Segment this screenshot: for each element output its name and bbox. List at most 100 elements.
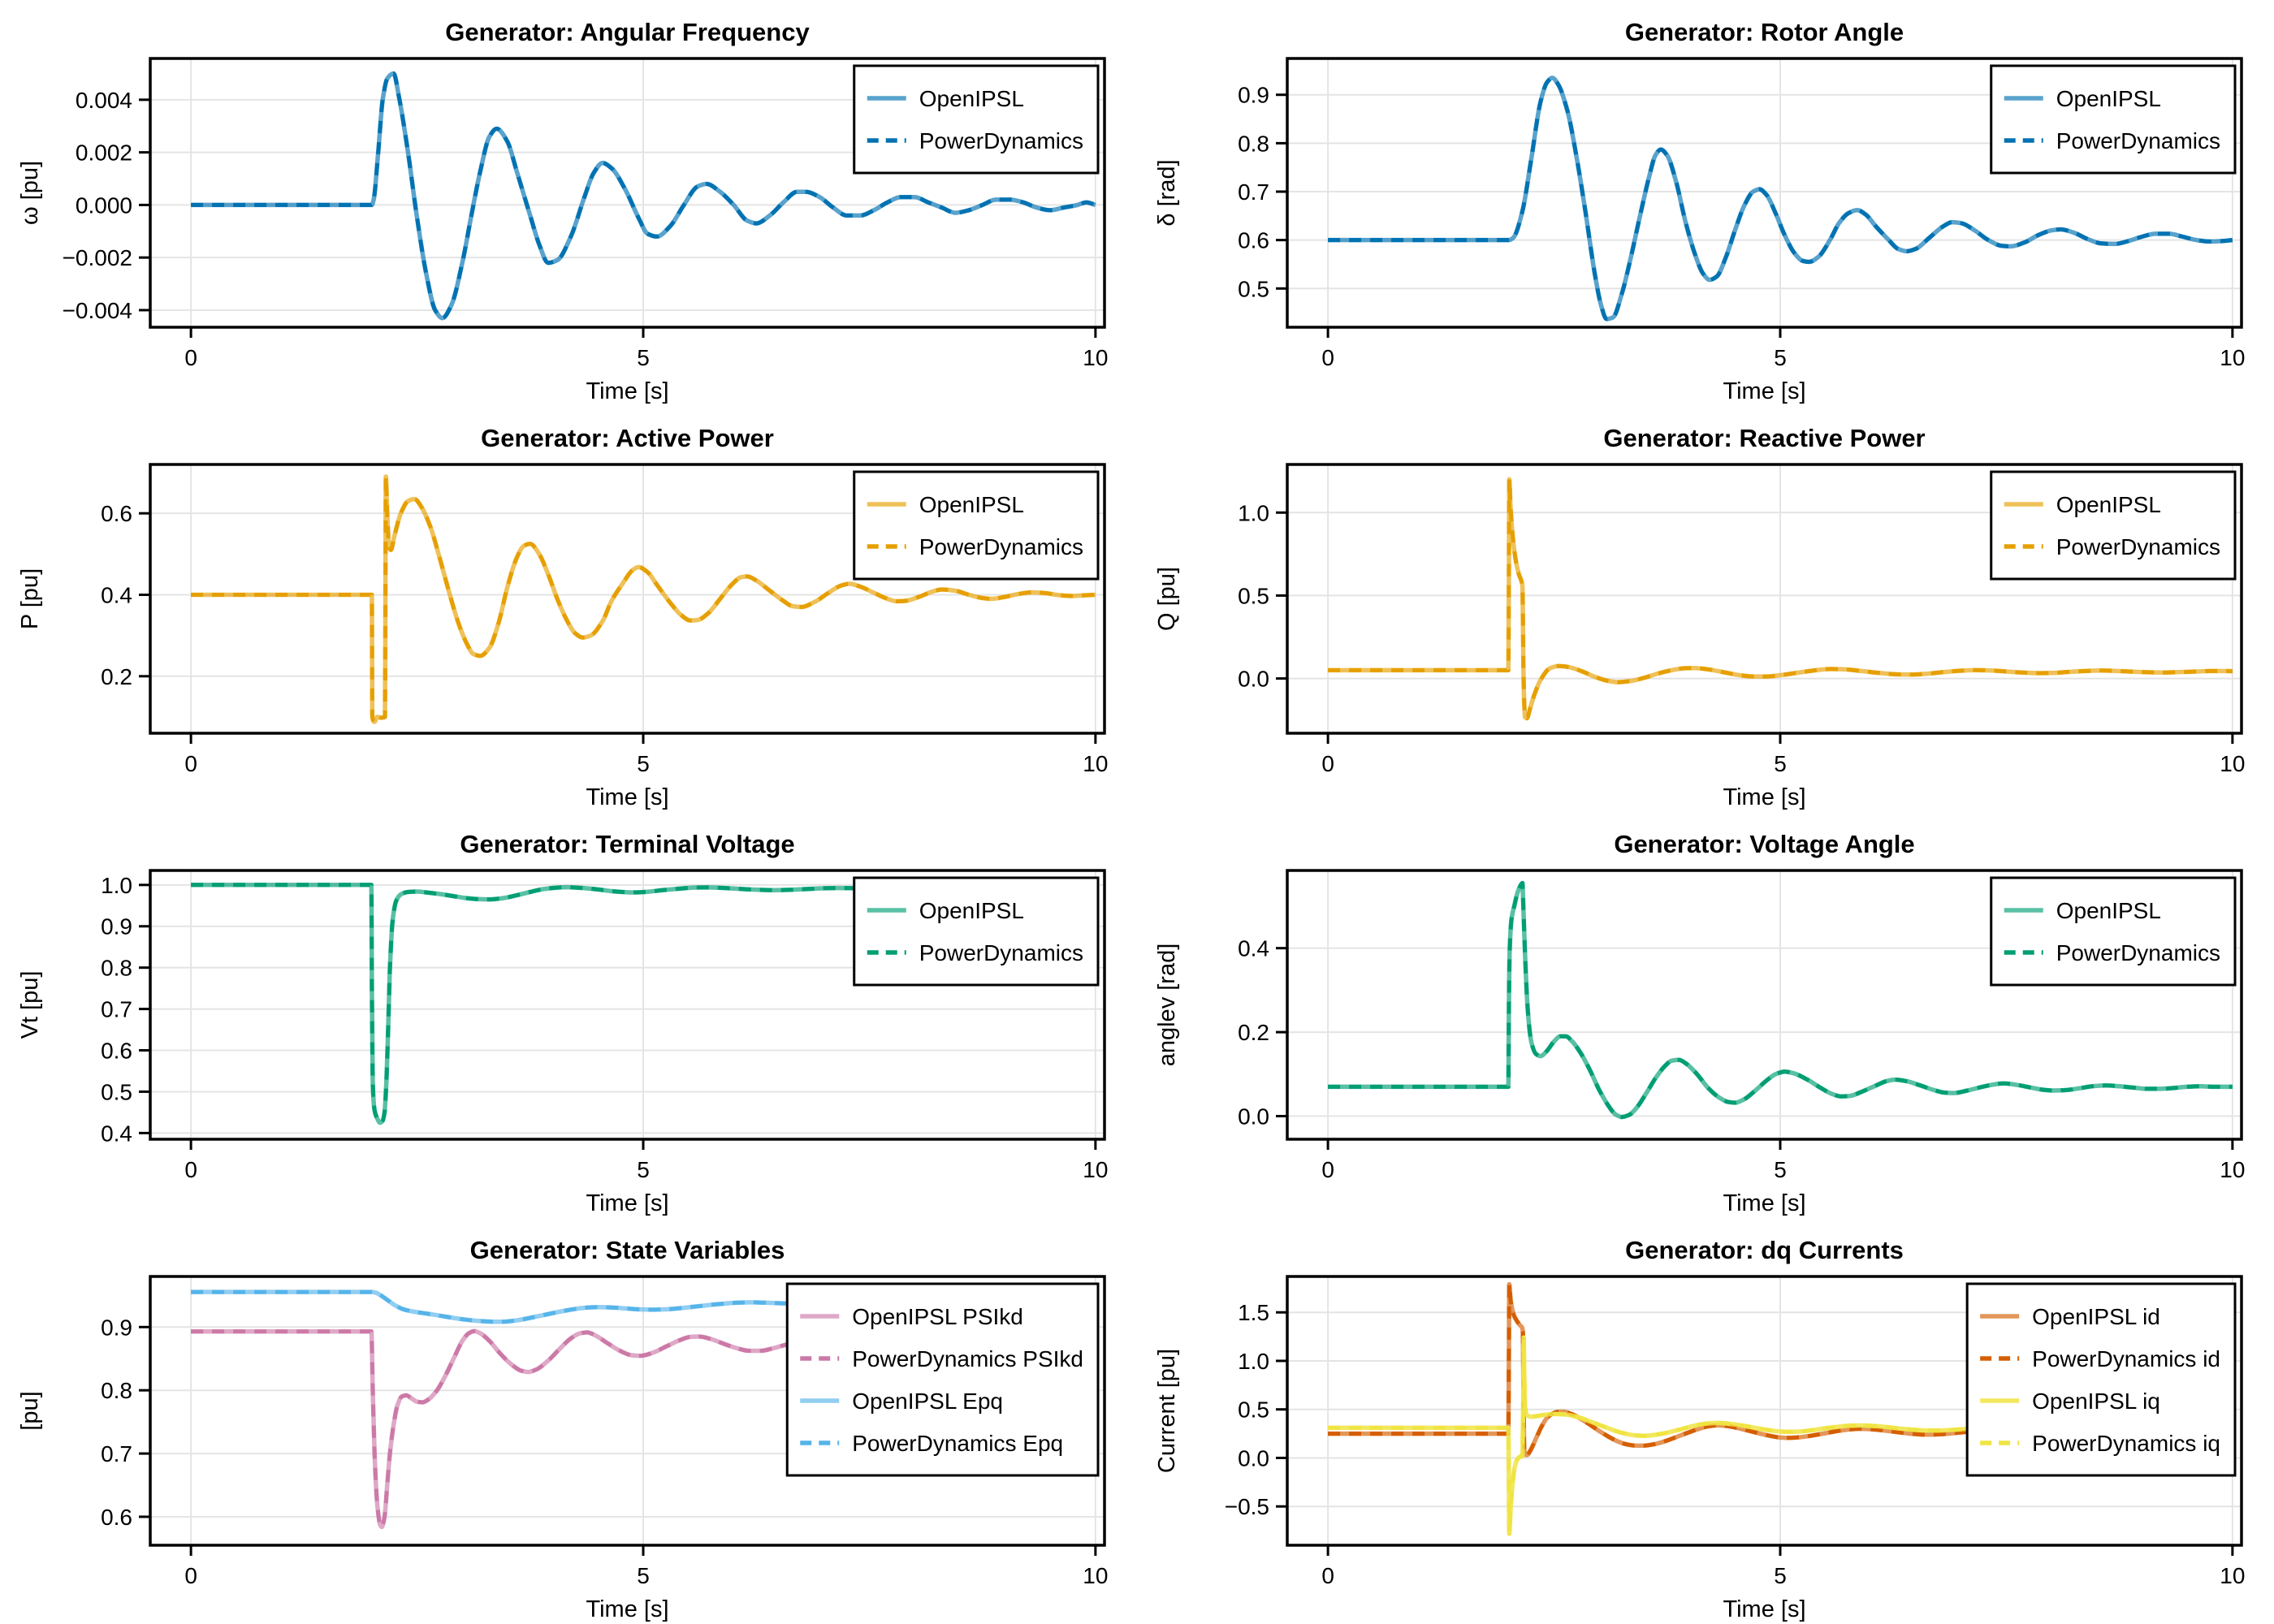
chart-cell-7: 0 5 10 1.5 1.0 0.5 0.0 −0.5 Generator: dq Curren… [1137,1218,2274,1624]
y-tick-label: −0.5 [1225,1494,1269,1519]
x-tick-label: 0 [184,1563,197,1588]
y-tick-label: −0.002 [63,245,132,270]
y-tick-label: 0.5 [1238,276,1269,301]
legend-entry-label: PowerDynamics PSIkd [852,1346,1083,1371]
y-tick-label: −0.004 [63,298,132,323]
y-tick-label: 0.7 [101,1441,132,1466]
y-tick-label: 1.0 [101,873,132,898]
y-tick-label: 0.7 [101,997,132,1022]
chart-title: Generator: Voltage Angle [1614,830,1914,858]
y-tick-label: 0.6 [101,1505,132,1530]
x-tick-label: 0 [184,751,197,776]
chart-title: Generator: Terminal Voltage [460,830,794,858]
series-line-dashed-1 [191,71,1096,321]
legend: OpenIPSL PowerDynamics [853,64,1100,175]
series-line-dashed-1 [1328,881,2233,1120]
legend-entry-label: OpenIPSL [919,492,1024,517]
y-axis-label: anglev [rad] [1154,944,1180,1067]
chart-cell-1: 0 5 10 0.9 0.8 0.7 0.6 0.5 Generator: Rotor Angl… [1137,0,2274,406]
x-tick-label: 0 [184,345,197,370]
legend-entry-label: OpenIPSL [2056,86,2161,111]
y-tick-label: 0.0 [1238,667,1269,692]
chart-cell-3: 0 5 10 1.0 0.5 0.0 Generator: Reactive Power Ti… [1137,406,2274,812]
legend-entry-label: PowerDynamics [919,940,1083,965]
legend-entry-label: OpenIPSL iq [2032,1389,2160,1414]
y-tick-label: 0.5 [1238,583,1269,608]
legend-entry-label: OpenIPSL [2056,492,2161,517]
legend-box [853,470,1100,581]
x-tick-label: 10 [1083,751,1108,776]
plot-frame [149,57,1106,329]
series-line-dashed-1 [191,883,1096,1125]
plot-frame [1286,869,2243,1141]
chart-6: 0 5 10 0.9 0.8 0.7 0.6 Generator: State Variabl… [17,1236,1108,1622]
legend-entry-label: OpenIPSL [919,898,1024,923]
chart-title: Generator: State Variables [470,1236,785,1264]
y-tick-label: 0.6 [101,1039,132,1064]
chart-cell-4: 0 5 10 1.0 0.9 0.8 0.7 0.6 0.5 0.4 Generator: Term… [0,812,1137,1218]
legend-entry-label: PowerDynamics id [2032,1346,2220,1371]
x-tick-label: 10 [2220,1157,2245,1182]
legend-box [1990,64,2237,175]
chart-cell-0: 0 5 10 0.004 0.002 0.000 −0.002 −0.004 Generator… [0,0,1137,406]
x-tick-label: 5 [1774,1157,1787,1182]
y-axis-label: Vt [pu] [17,971,43,1039]
y-tick-label: 1.0 [1238,1349,1269,1374]
chart-cell-5: 0 5 10 0.4 0.2 0.0 Generator: Voltage Angle Tim… [1137,812,2274,1218]
y-tick-label: 0.4 [101,1121,132,1146]
x-tick-label: 5 [1774,345,1787,370]
y-tick-label: 0.0 [1238,1104,1269,1129]
y-tick-label: 0.6 [101,501,132,526]
x-axis-label: Time [s] [586,784,668,810]
chart-5: 0 5 10 0.4 0.2 0.0 Generator: Voltage Angle Tim… [1154,830,2245,1216]
legend: OpenIPSL PSIkd PowerDynamics PSIkd OpenIPS… [785,1282,1100,1477]
chart-4: 0 5 10 1.0 0.9 0.8 0.7 0.6 0.5 0.4 Generator: Term… [17,830,1108,1216]
series-line-dashed-1 [1328,477,2233,721]
y-tick-label: 1.0 [1238,500,1269,525]
legend-box [1990,470,2237,581]
y-tick-label: 0.002 [76,140,132,166]
legend-entry-label: OpenIPSL PSIkd [852,1304,1023,1329]
legend-box [1990,876,2237,987]
x-tick-label: 10 [1083,1563,1108,1588]
y-tick-label: 0.2 [1238,1020,1269,1045]
x-tick-label: 0 [184,1157,197,1182]
y-axis-label: ω [pu] [17,161,43,225]
plot-frame [149,463,1106,735]
chart-title: Generator: Rotor Angle [1625,18,1904,46]
x-tick-label: 10 [1083,345,1108,370]
chart-cell-6: 0 5 10 0.9 0.8 0.7 0.6 Generator: State Variabl… [0,1218,1137,1624]
x-tick-label: 5 [637,1157,650,1182]
legend-box [853,876,1100,987]
legend-entry-label: PowerDynamics iq [2032,1431,2220,1456]
x-tick-label: 0 [1321,1563,1334,1588]
x-axis-label: Time [s] [1723,784,1805,810]
y-tick-label: 0.8 [1238,131,1269,156]
legend: OpenIPSL PowerDynamics [1990,64,2237,175]
x-tick-label: 10 [1083,1157,1108,1182]
legend-entry-label: PowerDynamics Epq [852,1431,1063,1456]
y-tick-label: 0.5 [101,1079,132,1104]
y-tick-label: 0.4 [1238,936,1269,961]
x-axis-label: Time [s] [586,378,668,404]
x-tick-label: 5 [1774,1563,1787,1588]
y-tick-label: 0.004 [76,88,132,113]
legend-entry-label: PowerDynamics [919,128,1083,153]
y-tick-label: 0.4 [101,582,132,607]
legend-entry-label: PowerDynamics [2056,128,2220,153]
y-axis-label: [pu] [17,1391,43,1430]
plot-frame [1286,1275,2243,1547]
plot-frame [149,869,1106,1141]
y-tick-label: 0.2 [101,664,132,689]
x-axis-label: Time [s] [586,1190,668,1216]
legend-entry-label: OpenIPSL id [2032,1304,2160,1329]
legend-entry-label: PowerDynamics [919,534,1083,559]
chart-title: Generator: Reactive Power [1603,424,1925,452]
chart-0: 0 5 10 0.004 0.002 0.000 −0.002 −0.004 Generator… [17,18,1108,404]
y-axis-label: P [pu] [17,568,43,629]
y-tick-label: 0.9 [101,1315,132,1340]
legend-entry-label: PowerDynamics [2056,940,2220,965]
x-tick-label: 10 [2220,751,2245,776]
x-tick-label: 0 [1321,345,1334,370]
